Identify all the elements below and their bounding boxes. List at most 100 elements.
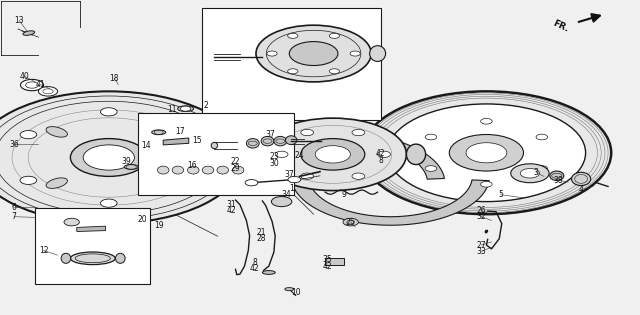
Polygon shape xyxy=(292,180,489,225)
Text: 22: 22 xyxy=(231,157,240,166)
Text: 42: 42 xyxy=(323,262,333,271)
Text: 25: 25 xyxy=(346,218,356,226)
Polygon shape xyxy=(163,138,189,145)
Text: 4: 4 xyxy=(579,185,584,194)
Ellipse shape xyxy=(406,144,426,164)
Text: 42: 42 xyxy=(250,264,260,273)
Circle shape xyxy=(362,91,611,214)
Circle shape xyxy=(100,199,117,207)
Circle shape xyxy=(20,130,36,139)
Circle shape xyxy=(181,176,198,185)
Circle shape xyxy=(301,173,314,179)
Circle shape xyxy=(267,51,277,56)
Ellipse shape xyxy=(70,252,115,265)
Text: 32: 32 xyxy=(476,212,486,221)
Ellipse shape xyxy=(211,142,218,149)
Ellipse shape xyxy=(285,288,294,291)
Ellipse shape xyxy=(188,166,199,174)
Ellipse shape xyxy=(178,106,194,112)
Ellipse shape xyxy=(23,31,35,35)
Text: 33: 33 xyxy=(476,247,486,256)
Circle shape xyxy=(275,151,288,158)
Bar xyxy=(325,258,344,265)
Text: 37: 37 xyxy=(265,130,275,139)
Text: 42: 42 xyxy=(376,149,386,158)
Text: 37: 37 xyxy=(284,170,294,179)
Circle shape xyxy=(536,134,548,140)
Circle shape xyxy=(20,176,36,185)
Circle shape xyxy=(520,169,540,178)
Text: 26: 26 xyxy=(476,206,486,215)
Circle shape xyxy=(315,146,351,163)
Ellipse shape xyxy=(172,166,184,174)
Text: 39: 39 xyxy=(122,157,132,166)
Circle shape xyxy=(288,176,301,183)
Text: 34: 34 xyxy=(282,190,292,199)
Circle shape xyxy=(256,25,371,82)
Circle shape xyxy=(287,33,298,38)
Text: 5: 5 xyxy=(498,190,503,199)
Circle shape xyxy=(0,91,243,224)
Circle shape xyxy=(301,129,314,136)
Circle shape xyxy=(20,79,44,91)
Text: 6: 6 xyxy=(12,203,17,212)
Bar xyxy=(138,113,294,195)
Circle shape xyxy=(38,87,58,96)
Text: 28: 28 xyxy=(257,234,266,243)
Circle shape xyxy=(245,180,258,186)
Text: 31: 31 xyxy=(227,200,237,209)
Circle shape xyxy=(481,118,492,124)
Circle shape xyxy=(271,197,292,207)
Text: 15: 15 xyxy=(192,136,202,145)
Text: 8: 8 xyxy=(378,156,383,164)
Circle shape xyxy=(350,51,360,56)
Polygon shape xyxy=(247,134,444,179)
Bar xyxy=(35,208,150,284)
Text: 10: 10 xyxy=(291,288,301,297)
Ellipse shape xyxy=(217,166,228,174)
Circle shape xyxy=(70,139,147,176)
Text: 29: 29 xyxy=(230,164,241,173)
Circle shape xyxy=(449,135,524,171)
Text: 16: 16 xyxy=(187,161,197,170)
Ellipse shape xyxy=(262,271,275,274)
Text: 21: 21 xyxy=(257,228,266,237)
Ellipse shape xyxy=(246,139,259,148)
Circle shape xyxy=(352,129,365,136)
Circle shape xyxy=(425,166,436,171)
Circle shape xyxy=(352,173,365,179)
Text: 23: 23 xyxy=(269,152,279,161)
Ellipse shape xyxy=(274,136,287,146)
Text: 7: 7 xyxy=(12,212,17,221)
Circle shape xyxy=(64,218,79,226)
Text: 24: 24 xyxy=(294,152,305,160)
Text: 41: 41 xyxy=(35,80,45,89)
Ellipse shape xyxy=(157,166,169,174)
Text: 3: 3 xyxy=(534,168,539,177)
Ellipse shape xyxy=(150,127,172,137)
Circle shape xyxy=(83,145,134,170)
Ellipse shape xyxy=(150,178,172,188)
Bar xyxy=(202,8,381,120)
Circle shape xyxy=(511,164,549,183)
Circle shape xyxy=(466,143,507,163)
Circle shape xyxy=(288,69,298,74)
Text: 13: 13 xyxy=(14,16,24,25)
Text: 40: 40 xyxy=(19,72,29,81)
Ellipse shape xyxy=(202,166,214,174)
Circle shape xyxy=(181,130,198,139)
Ellipse shape xyxy=(124,164,138,169)
Text: 19: 19 xyxy=(154,221,164,230)
Ellipse shape xyxy=(152,130,166,135)
Text: 11: 11 xyxy=(167,105,176,114)
Text: 18: 18 xyxy=(109,74,118,83)
Circle shape xyxy=(425,134,436,140)
Text: 30: 30 xyxy=(269,159,279,168)
Text: 38: 38 xyxy=(553,176,563,185)
Circle shape xyxy=(387,104,586,202)
Circle shape xyxy=(481,181,492,187)
Ellipse shape xyxy=(232,166,244,174)
Text: 8: 8 xyxy=(252,258,257,266)
Circle shape xyxy=(329,33,339,38)
Ellipse shape xyxy=(115,253,125,263)
